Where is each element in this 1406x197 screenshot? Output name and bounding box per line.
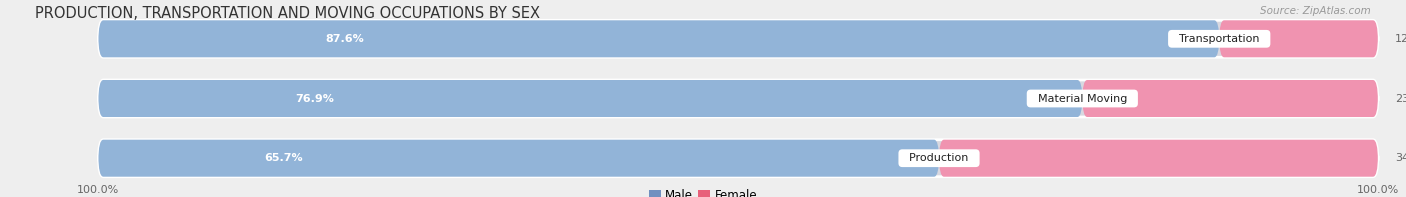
Text: 34.3%: 34.3% [1395, 153, 1406, 163]
Text: 12.4%: 12.4% [1395, 34, 1406, 44]
FancyBboxPatch shape [98, 80, 1083, 117]
Text: 65.7%: 65.7% [264, 153, 302, 163]
Legend: Male, Female: Male, Female [644, 184, 762, 197]
Text: Production: Production [903, 153, 976, 163]
Text: Material Moving: Material Moving [1031, 94, 1135, 103]
Text: Source: ZipAtlas.com: Source: ZipAtlas.com [1260, 6, 1371, 16]
Text: 100.0%: 100.0% [77, 185, 120, 195]
Text: 87.6%: 87.6% [326, 34, 364, 44]
FancyBboxPatch shape [939, 140, 1378, 177]
Text: 76.9%: 76.9% [295, 94, 335, 103]
FancyBboxPatch shape [98, 80, 1378, 117]
FancyBboxPatch shape [1083, 80, 1378, 117]
Text: PRODUCTION, TRANSPORTATION AND MOVING OCCUPATIONS BY SEX: PRODUCTION, TRANSPORTATION AND MOVING OC… [35, 6, 540, 21]
Text: 23.1%: 23.1% [1395, 94, 1406, 103]
FancyBboxPatch shape [98, 140, 939, 177]
FancyBboxPatch shape [98, 20, 1378, 57]
FancyBboxPatch shape [1219, 20, 1378, 57]
FancyBboxPatch shape [98, 20, 1219, 57]
FancyBboxPatch shape [98, 140, 1378, 177]
Text: 100.0%: 100.0% [1357, 185, 1399, 195]
Text: Transportation: Transportation [1173, 34, 1267, 44]
